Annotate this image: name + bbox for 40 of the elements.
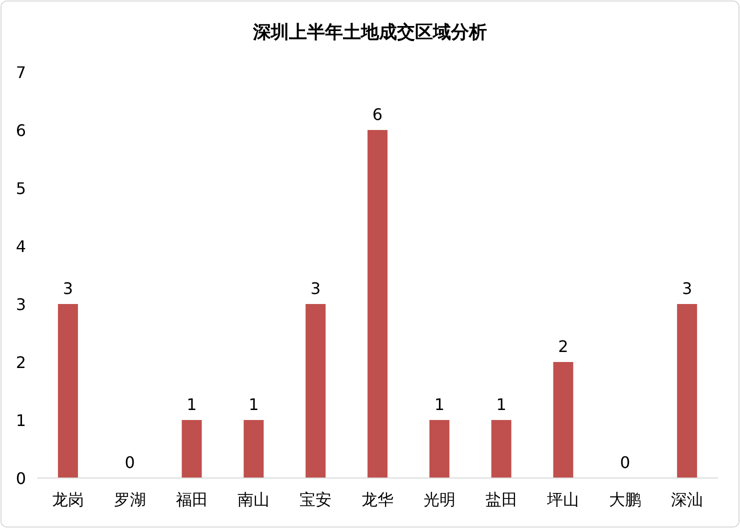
data-label: 1 xyxy=(434,395,445,414)
y-tick-label: 2 xyxy=(16,353,26,372)
x-tick-label: 光明 xyxy=(423,490,456,509)
x-tick-label: 南山 xyxy=(238,490,270,509)
data-label: 1 xyxy=(186,395,197,414)
data-label: 1 xyxy=(248,395,259,414)
data-label: 3 xyxy=(310,279,321,298)
bar xyxy=(368,130,388,478)
bar xyxy=(677,304,698,478)
y-tick-label: 3 xyxy=(16,295,26,314)
x-tick-label: 盐田 xyxy=(485,490,518,509)
y-tick-label: 4 xyxy=(16,237,26,256)
x-tick-label: 深汕 xyxy=(671,490,704,509)
x-tick-label: 罗湖 xyxy=(114,490,146,509)
y-tick-label: 0 xyxy=(16,469,26,488)
x-tick-label: 坪山 xyxy=(546,490,580,509)
x-tick-label: 大鹏 xyxy=(609,490,642,509)
data-label: 0 xyxy=(620,453,630,472)
y-tick-label: 1 xyxy=(16,411,26,430)
bar xyxy=(58,304,78,478)
bar xyxy=(429,420,450,478)
y-tick-label: 7 xyxy=(16,63,26,82)
x-tick-label: 龙华 xyxy=(362,490,394,509)
x-tick-label: 宝安 xyxy=(300,490,332,509)
y-tick-label: 5 xyxy=(16,179,26,198)
data-label: 1 xyxy=(496,395,506,414)
data-label: 6 xyxy=(372,105,383,124)
data-label: 3 xyxy=(682,279,692,298)
x-tick-label: 龙岗 xyxy=(52,490,84,509)
bar xyxy=(491,420,512,478)
chart-title: 深圳上半年土地成交区域分析 xyxy=(252,22,487,43)
data-label: 0 xyxy=(124,453,135,472)
bar xyxy=(244,420,264,478)
x-tick-label: 福田 xyxy=(176,490,208,509)
data-label: 2 xyxy=(558,337,568,356)
bar xyxy=(553,362,574,478)
bar xyxy=(306,304,326,478)
bar xyxy=(182,420,202,478)
data-label: 3 xyxy=(62,279,74,298)
y-tick-label: 6 xyxy=(16,121,26,140)
